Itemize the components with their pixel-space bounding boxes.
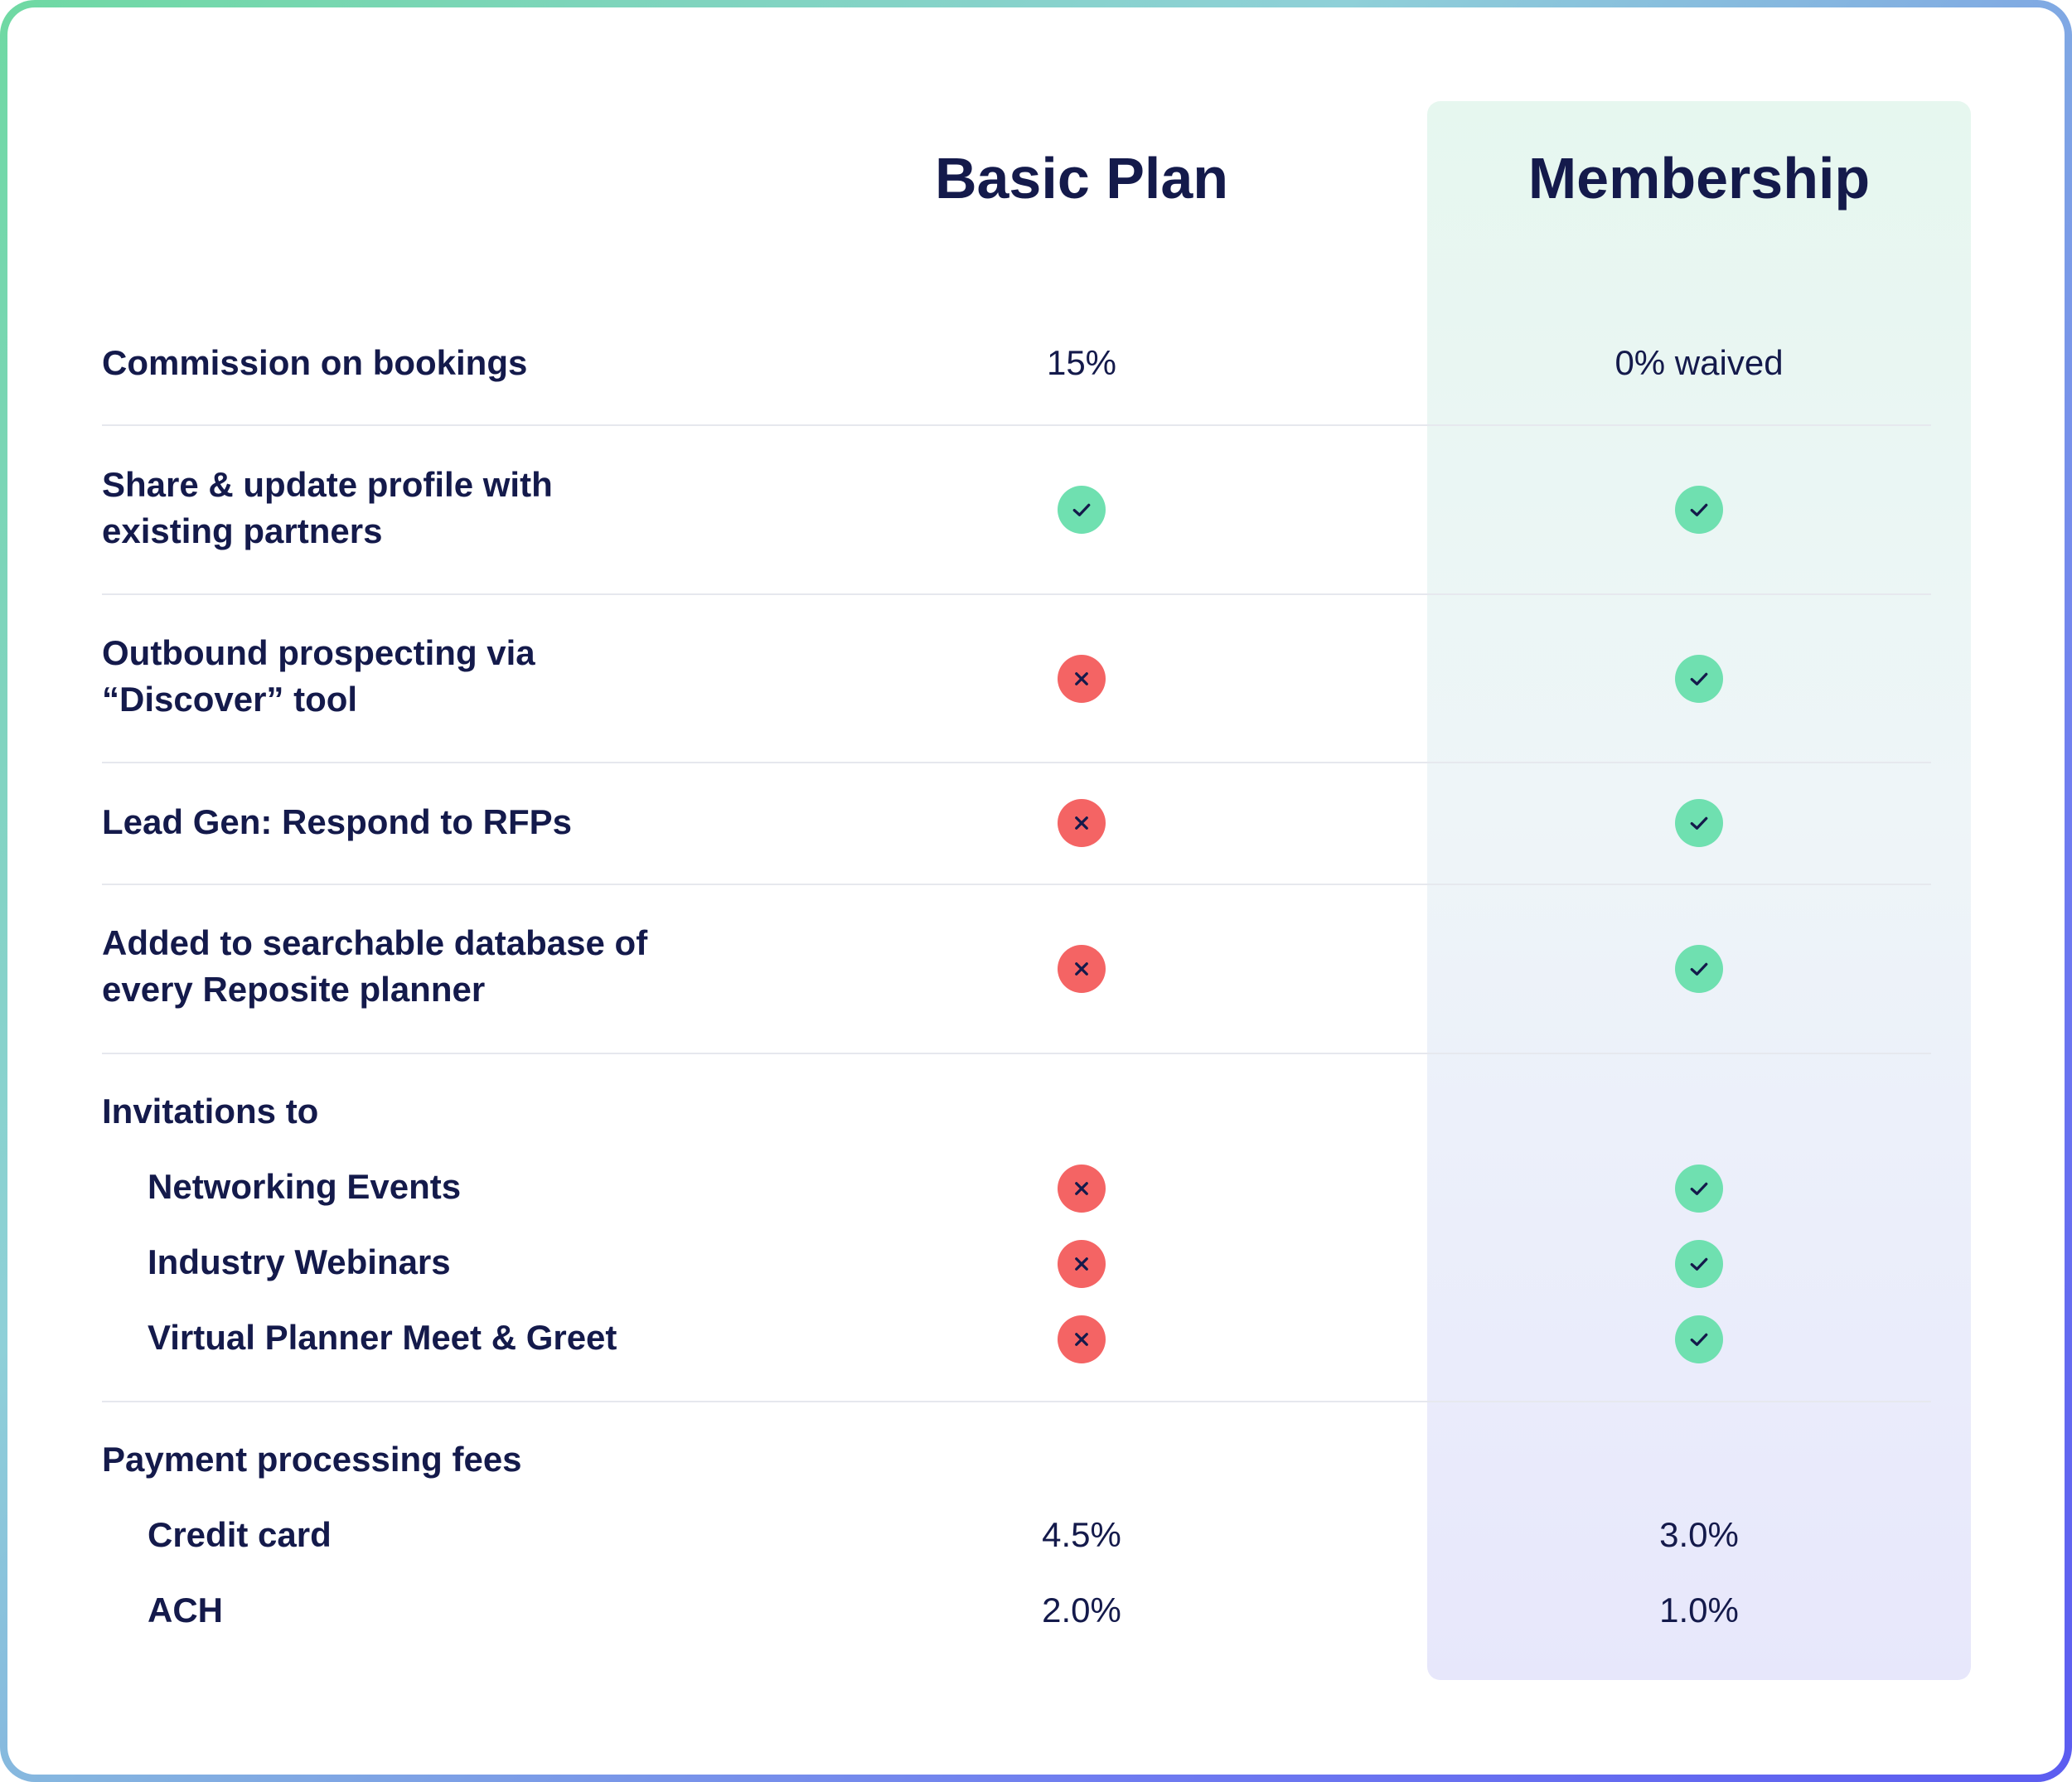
x-circle-icon [1058, 945, 1106, 993]
x-circle-icon [1058, 1165, 1106, 1213]
credit-card-basic-value: 4.5% [1042, 1515, 1121, 1554]
divider [102, 593, 1931, 595]
feature-share-label-line2: existing partners [102, 511, 383, 550]
x-circle-icon [1058, 1315, 1106, 1363]
check-circle-icon [1675, 1315, 1723, 1363]
x-circle-icon [1058, 655, 1106, 703]
feature-database-label-line2: every Reposite planner [102, 970, 486, 1009]
commission-basic-value: 15% [1046, 343, 1117, 382]
payment-credit-card-label: Credit card [148, 1515, 332, 1554]
divider [102, 884, 1931, 885]
feature-outbound-label-line2: “Discover” tool [102, 680, 358, 719]
payment-ach-label: ACH [148, 1591, 223, 1629]
check-circle-icon [1675, 945, 1723, 993]
membership-heading: Membership [1527, 146, 1871, 211]
feature-share-label-line1: Share & update profile with [102, 465, 553, 504]
check-circle-icon [1058, 486, 1106, 534]
invitation-networking-label: Networking Events [148, 1167, 462, 1206]
ach-basic-value: 2.0% [1042, 1591, 1121, 1629]
feature-invitations-label: Invitations to [102, 1092, 319, 1131]
check-circle-icon [1675, 655, 1723, 703]
divider [102, 1053, 1931, 1054]
commission-membership-value: 0% waived [1615, 343, 1784, 382]
divider [102, 424, 1931, 426]
credit-card-membership-value: 3.0% [1659, 1515, 1739, 1554]
x-circle-icon [1058, 1240, 1106, 1288]
feature-database-label-line1: Added to searchable database of [102, 923, 648, 962]
membership-column-highlight [1427, 101, 1971, 1680]
divider [102, 1401, 1931, 1402]
invitation-meet-greet-label: Virtual Planner Meet & Greet [148, 1318, 617, 1357]
feature-commission-label: Commission on bookings [102, 343, 528, 382]
check-circle-icon [1675, 799, 1723, 847]
ach-membership-value: 1.0% [1659, 1591, 1739, 1629]
x-circle-icon [1058, 799, 1106, 847]
divider [102, 762, 1931, 763]
check-circle-icon [1675, 1240, 1723, 1288]
check-circle-icon [1675, 1165, 1723, 1213]
check-circle-icon [1675, 486, 1723, 534]
basic-plan-heading: Basic Plan [934, 146, 1229, 211]
feature-outbound-label-line1: Outbound prospecting via [102, 633, 535, 672]
invitation-webinars-label: Industry Webinars [148, 1242, 451, 1281]
feature-payment-label: Payment processing fees [102, 1440, 522, 1479]
feature-leadgen-label: Lead Gen: Respond to RFPs [102, 802, 573, 841]
